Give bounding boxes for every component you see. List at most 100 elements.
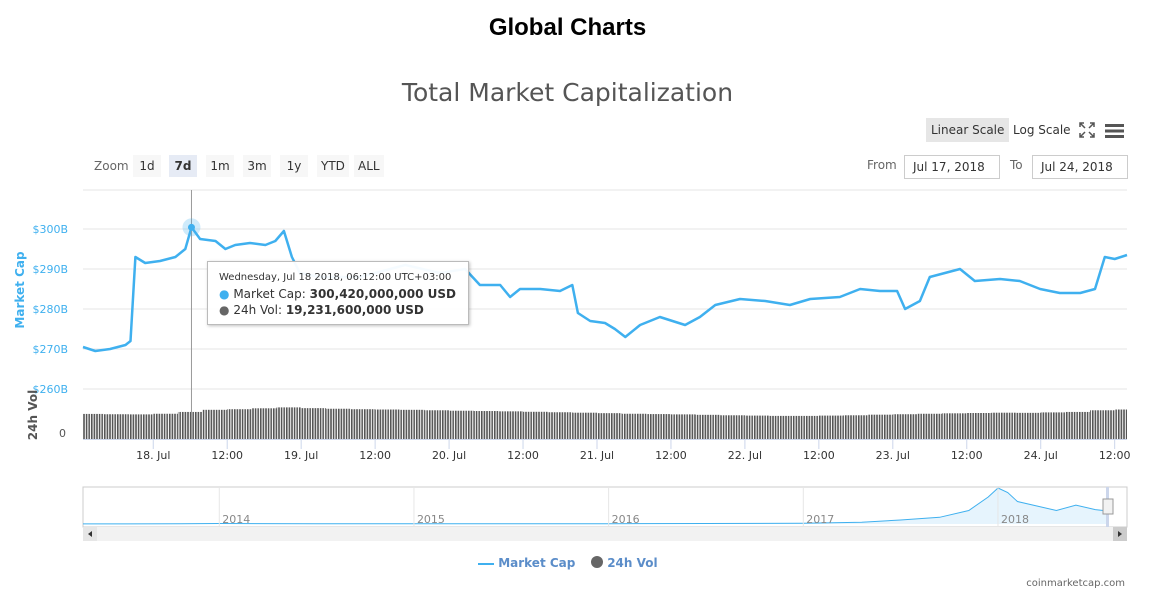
volume-bar [473,411,499,439]
tooltip-mc-label: Market Cap: [233,287,310,301]
volume-bar [375,409,400,439]
x-tick-label: 12:00 [655,449,687,462]
market-cap-line [82,226,1128,353]
volume-bar [892,414,918,439]
hover-point [187,223,195,231]
volume-bar [1040,412,1066,439]
volume-bar [695,414,721,439]
volume-bar [350,409,376,439]
y-tick-label: $280B [32,303,68,316]
volume-bar [547,412,573,439]
y-tick-label: $290B [32,263,68,276]
volume-bar [843,415,869,439]
volume-bar [177,411,203,439]
x-tick-label: 12:00 [803,449,835,462]
x-tick-label: 18. Jul [136,449,170,462]
to-date-input[interactable]: Jul 24, 2018 [1032,155,1128,179]
volume-bar [227,409,252,439]
volume-bar [621,413,647,439]
volume-bar [670,414,696,439]
y-tick-label: $270B [32,343,68,356]
volume-bar [103,414,129,439]
volume-bar [991,412,1017,439]
zoom-all-button[interactable]: ALL [354,155,384,177]
x-tick-label: 23. Jul [876,449,910,462]
volume-bar [596,413,622,439]
fullscreen-icon[interactable] [1079,122,1095,138]
navigator-year-label: 2018 [1001,513,1029,526]
volume-bar [744,415,770,439]
tooltip-header: Wednesday, Jul 18 2018, 06:12:00 UTC+03:… [219,272,452,283]
navigator-year-label: 2014 [222,513,250,526]
volume-bar [424,410,450,439]
tooltip-vol-value: 19,231,600,000 USD [285,303,424,317]
linear-scale-button[interactable]: Linear Scale [926,118,1010,142]
menu-icon[interactable] [1105,123,1124,138]
x-tick-label: 19. Jul [284,449,318,462]
volume-bar [498,411,524,439]
x-tick-label: 21. Jul [580,449,614,462]
volume-bar [1016,412,1041,439]
volume-bar [1114,409,1127,439]
x-tick-label: 24. Jul [1024,449,1058,462]
navigator-year-label: 2017 [806,513,834,526]
legend-item-24h-vol[interactable]: 24h Vol [591,556,658,570]
tooltip-vol-label: 24h Vol: [233,303,286,317]
navigator-year-label: 2015 [417,513,445,526]
volume-bar [153,413,178,439]
navigator-year-label: 2016 [612,513,640,526]
volume-bar [572,412,597,439]
market-cap-dot-icon: ● [219,287,230,301]
navigator-handle [1102,498,1114,515]
zoom-7d-button[interactable]: 7d [169,155,197,177]
volume-bar [325,408,351,439]
legend-item-market-cap[interactable]: Market Cap [478,556,575,570]
zoom-1y-button[interactable]: 1y [280,155,308,177]
scroll-right-arrow-icon [1118,531,1122,537]
from-label: From [867,158,897,172]
zoom-1m-button[interactable]: 1m [206,155,234,177]
log-scale-button[interactable]: Log Scale [1013,123,1071,137]
x-tick-label: 12:00 [359,449,391,462]
circle-legend-icon [591,556,603,568]
scroll-left-arrow-icon [88,531,92,537]
volume-bar [449,410,474,439]
page-title: Global Charts [488,14,647,41]
volume-bar [917,413,943,439]
volume-bar [276,407,302,439]
zoom-ytd-button[interactable]: YTD [317,155,349,177]
from-date-input[interactable]: Jul 17, 2018 [904,155,1000,179]
x-tick-label: 20. Jul [432,449,466,462]
y-axis-title: Market Cap [13,251,27,329]
volume-bar [942,413,967,439]
volume-bar [794,415,819,439]
zoom-1d-button[interactable]: 1d [133,155,161,177]
volume-dot-icon: ● [219,303,230,317]
tooltip-mc-value: 300,420,000,000 USD [309,287,456,301]
x-tick-label: 22. Jul [728,449,762,462]
navigator-line [82,487,1108,525]
volume-bar [646,414,671,439]
y-tick-label: $300B [32,223,68,236]
volume-bar [128,414,154,439]
credit: coinmarketcap.com [1026,578,1125,589]
volume-bar [966,413,992,439]
volume-bar [1090,410,1115,439]
volume-bar [868,414,893,439]
x-tick-label: 12:00 [507,449,539,462]
chart-title: Total Market Capitalization [401,78,734,107]
volume-bar [83,413,104,439]
x-tick-label: 12:00 [951,449,983,462]
vol-tick-label: 0 [59,427,66,440]
zoom-label: Zoom [94,159,129,173]
legend-market-cap-label: Market Cap [498,556,576,570]
volume-bar [301,408,326,439]
to-label: To [1010,158,1023,172]
volume-bar [1065,411,1091,439]
x-tick-label: 12:00 [211,449,243,462]
tooltip: Wednesday, Jul 18 2018, 06:12:00 UTC+03:… [207,261,469,325]
zoom-3m-button[interactable]: 3m [243,155,271,177]
y-tick-label: $260B [32,383,68,396]
vol-axis-title: 24h Vol [26,390,40,440]
